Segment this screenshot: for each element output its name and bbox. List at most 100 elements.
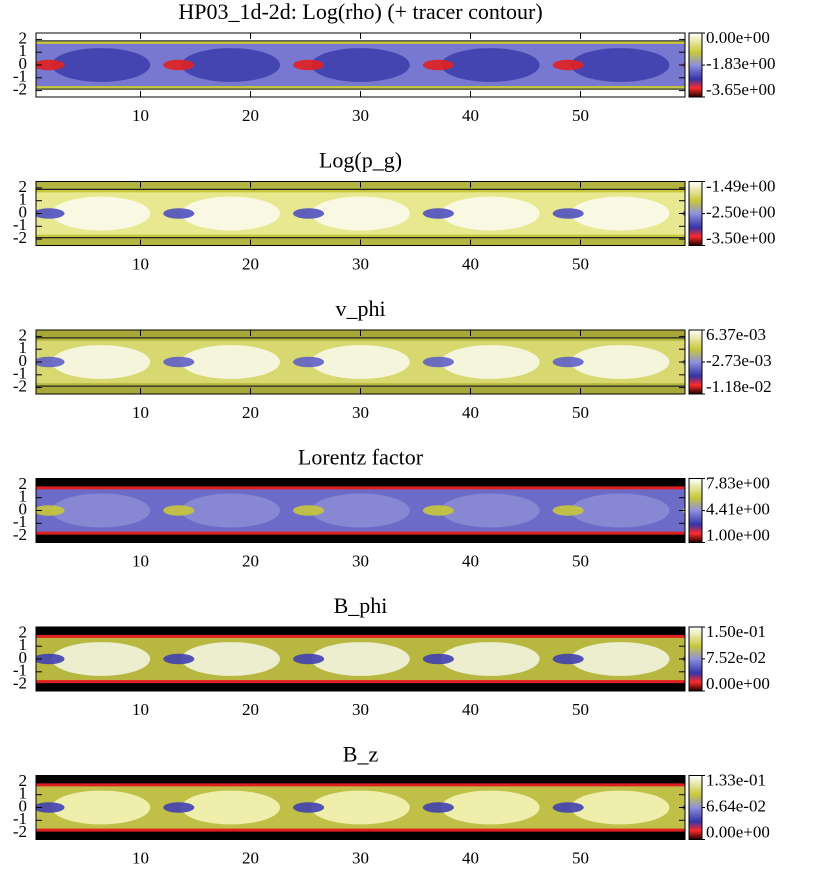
heatmap [36,33,685,97]
x-tick-label: 10 [132,848,149,867]
jet-knot [552,356,584,368]
x-tick-label: 30 [352,106,369,125]
x-tick-label: 10 [132,700,149,719]
y-tick-label: -2 [13,525,27,544]
y-tick-label: 0 [19,648,28,667]
colorbar-tick-label: -3.50e+00 [706,228,776,247]
colorbar-tick-label: 0.00e+00 [706,28,770,47]
y-tick-label: 0 [19,499,28,518]
colorbar-tick-label: 7.83e+00 [706,473,770,492]
heatmap [36,627,685,691]
jet-lens [570,196,670,231]
jet-knot [293,59,325,71]
colorbar-tick-label: 6.37e-03 [706,325,766,344]
y-tick-label: 1 [19,784,28,803]
jet-lens [181,196,281,231]
panel-title: Log(p_g) [319,148,402,173]
x-tick-label: 40 [462,403,479,422]
colorbar-tick-label: -2.50e+00 [706,203,776,222]
y-tick-label: -2 [13,80,27,99]
jet-lens [51,48,151,82]
colorbar [688,329,703,395]
y-tick-label: -1 [13,67,27,86]
jet-knot [36,505,65,516]
x-tick-label: 20 [242,403,259,422]
x-tick-label: 20 [242,551,259,570]
y-tick-label: 1 [19,635,28,654]
jet-knot [293,356,325,368]
y-tick-label: 1 [19,190,28,209]
jet-lens [51,196,151,231]
jet-lens [51,493,151,528]
colorbar-tick-label: 0.00e+00 [706,674,770,693]
y-tick-label: -2 [13,377,27,396]
panel-title: v_phi [335,296,385,321]
x-tick-label: 50 [572,254,589,273]
y-tick-label: -1 [13,215,27,234]
jet-lens [311,48,410,82]
jet-knot [163,802,195,813]
colorbar-tick-label: 7.52e-02 [706,648,766,667]
jet-knot [552,505,584,516]
x-tick-label: 30 [352,403,369,422]
y-tick-label: 0 [19,54,28,73]
x-tick-label: 20 [242,254,259,273]
jet-lens [440,642,540,676]
y-tick-label: 1 [19,487,28,506]
jet-knot [163,356,195,368]
jet-lens [51,345,151,379]
colorbar [688,775,703,840]
panel-title: HP03_1d-2d: Log(rho) (+ tracer contour) [178,0,542,24]
jet-lens [311,493,410,528]
jet-knot [552,208,584,219]
jet-lens [570,790,670,825]
x-tick-label: 50 [572,403,589,422]
colorbar-tick-label: -3.65e+00 [706,80,776,99]
heatmap [36,181,685,246]
y-tick-label: -1 [13,809,27,828]
jet-lens [51,642,151,676]
x-tick-label: 50 [572,848,589,867]
jet-lens [181,345,281,379]
x-tick-label: 50 [572,106,589,125]
x-tick-label: 10 [132,551,149,570]
colorbar-tick-label: -2.73e-03 [706,351,772,370]
jet-knot [163,208,195,219]
jet-lens [570,345,670,379]
jet-knot [552,59,584,71]
colorbar [688,32,703,98]
heatmap [36,330,685,394]
jet-knot [552,802,584,813]
x-tick-label: 50 [572,700,589,719]
x-tick-label: 30 [352,254,369,273]
jet-lens [51,790,151,825]
colorbar-tick-label: -1.83e+00 [706,54,776,73]
jet-knot [552,653,584,665]
panel-title: Lorentz factor [298,445,424,470]
colorbar-tick-label: 4.41e+00 [706,499,770,518]
y-tick-label: 2 [19,474,28,493]
x-tick-label: 30 [352,848,369,867]
x-tick-label: 40 [462,700,479,719]
jet-lens [311,196,410,231]
jet-lens [570,48,670,82]
colorbar [688,626,703,692]
y-tick-label: 0 [19,351,28,370]
jet-lens [570,642,670,676]
jet-knot [163,59,195,71]
x-tick-label: 10 [132,106,149,125]
y-tick-label: 1 [19,338,28,357]
colorbar-tick-label: -1.18e-02 [706,377,772,396]
colorbar-tick-label: 1.50e-01 [706,622,766,641]
jet-lens [311,345,410,379]
y-tick-label: 2 [19,177,28,196]
y-tick-label: -2 [13,674,27,693]
jet-knot [163,653,195,665]
jet-knot [422,802,454,813]
y-tick-label: -1 [13,512,27,531]
panel-title: B_z [343,742,379,767]
colorbar-tick-label: 6.64e-02 [706,796,766,815]
y-tick-label: 2 [19,622,28,641]
jet-knot [293,802,325,813]
x-tick-label: 10 [132,254,149,273]
